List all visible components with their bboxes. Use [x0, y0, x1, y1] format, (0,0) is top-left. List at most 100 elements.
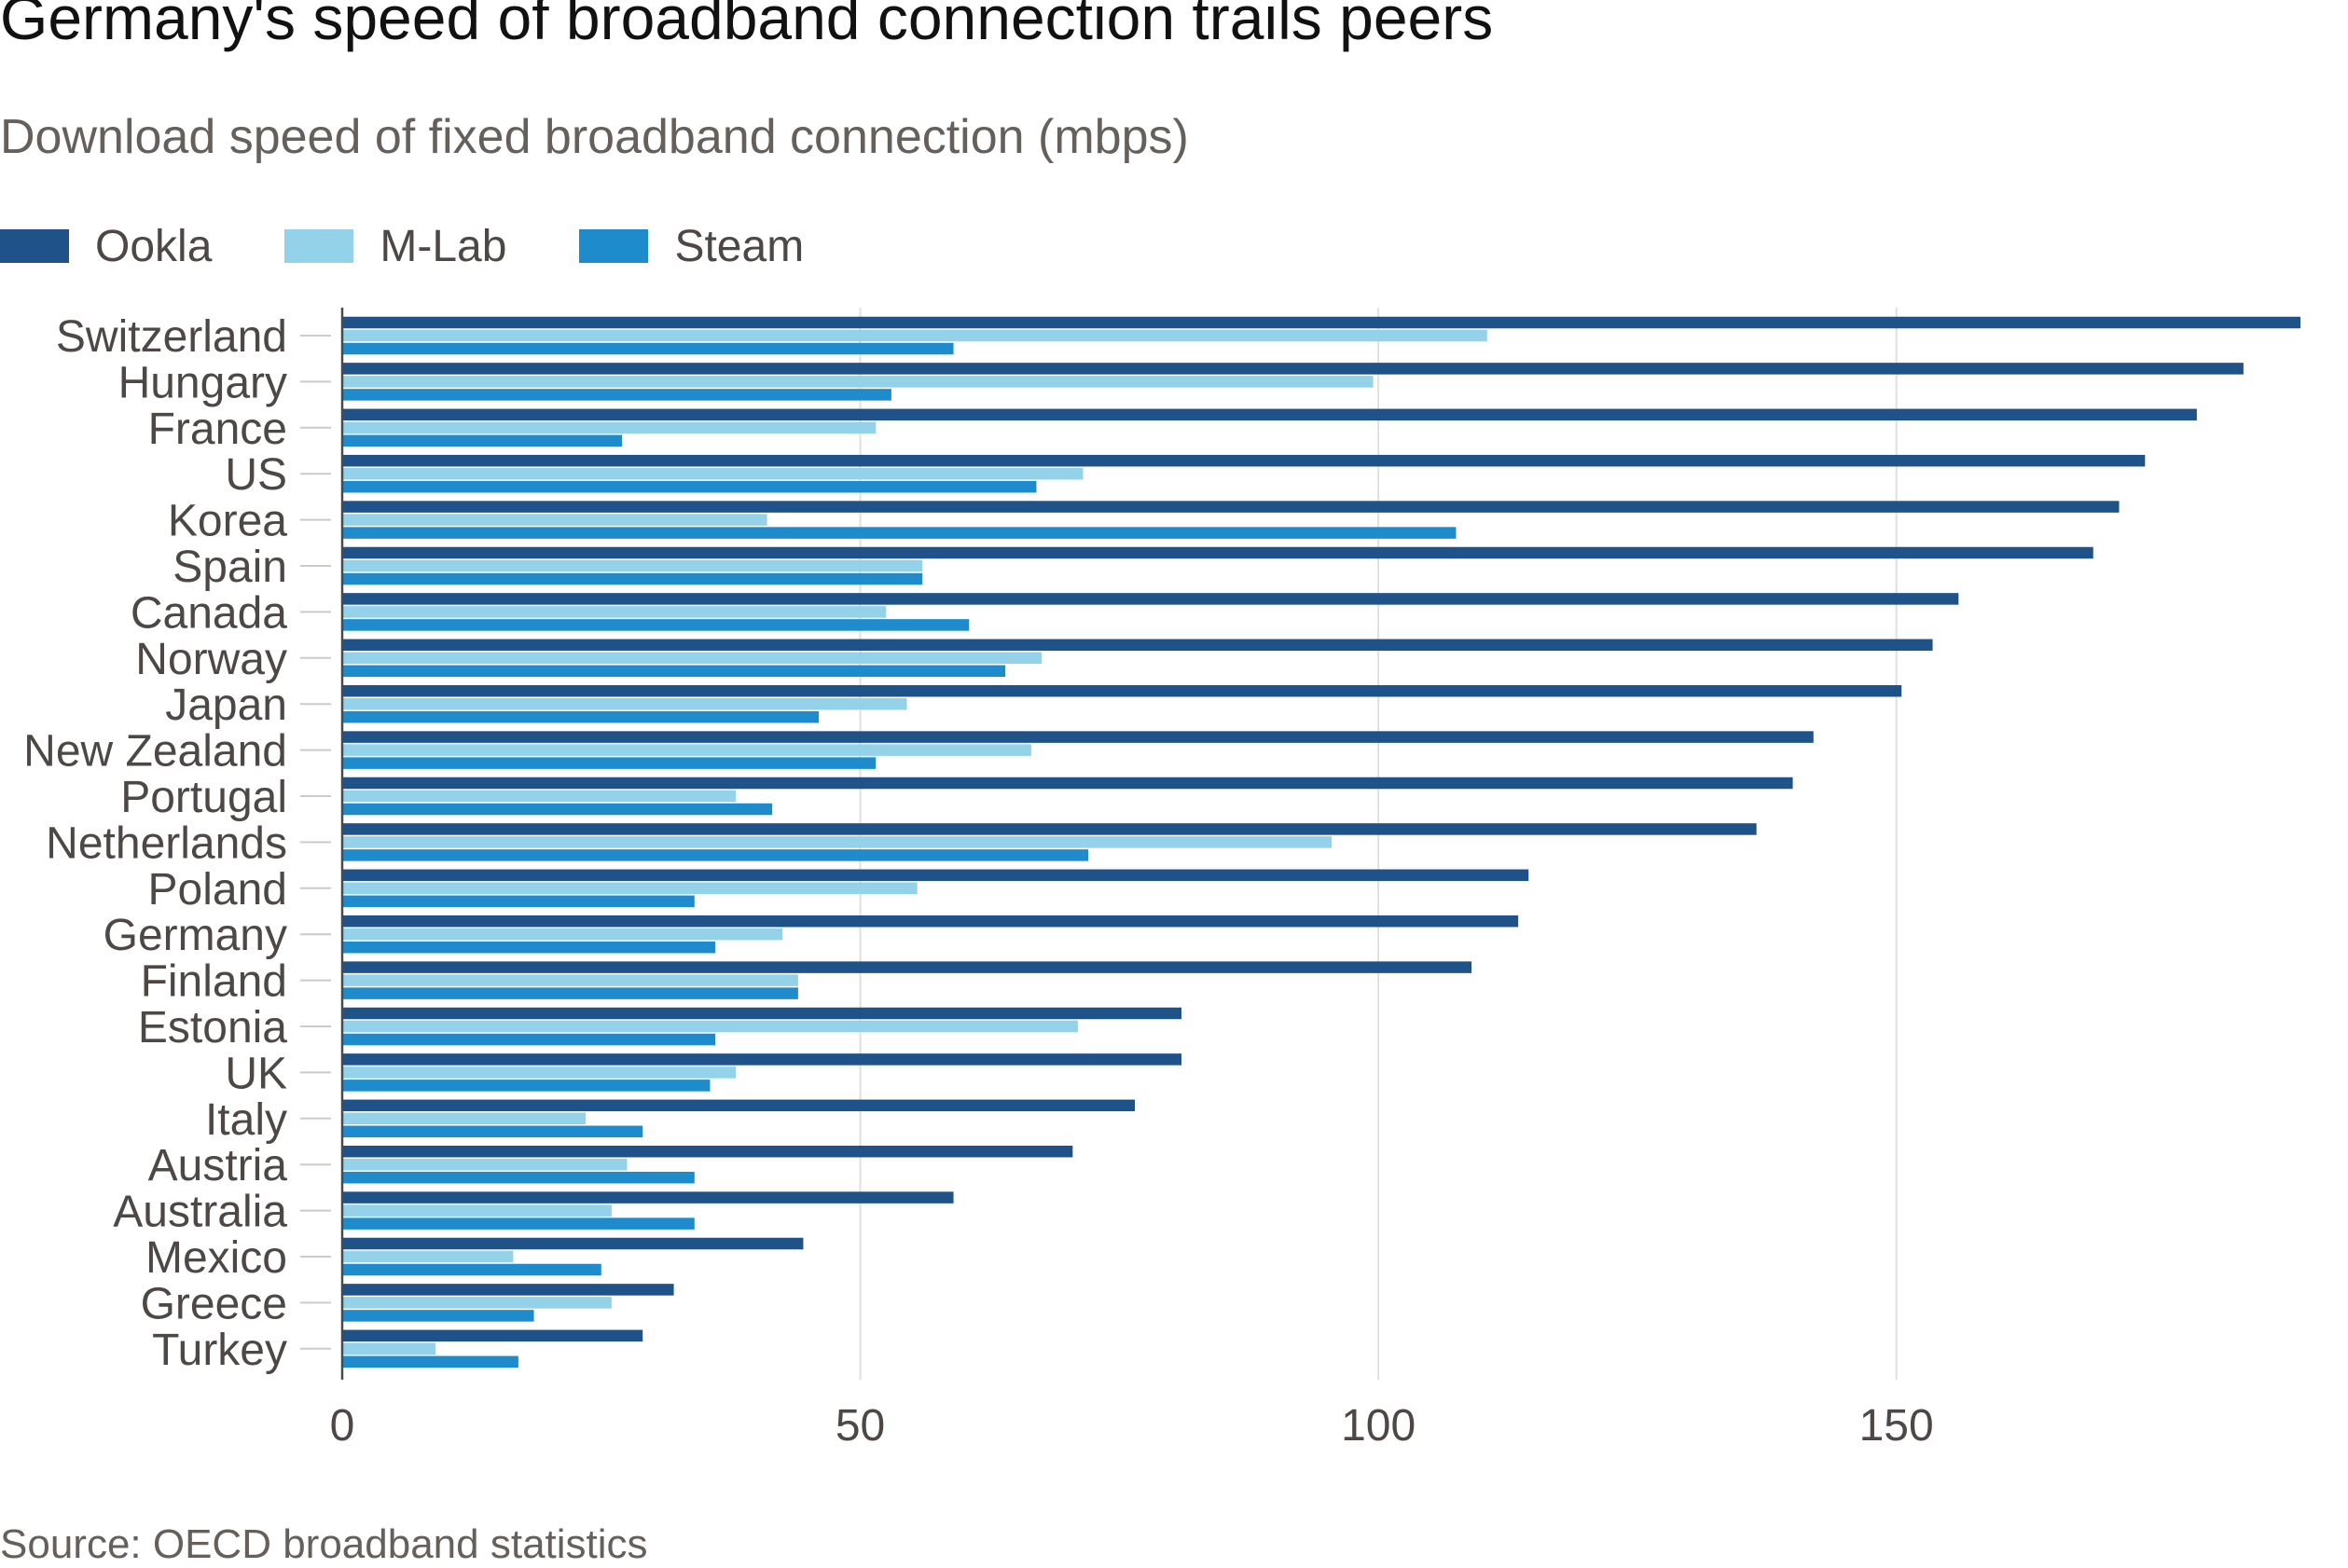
bar-ookla — [342, 546, 2093, 559]
bar-steam — [342, 757, 877, 769]
bar-ookla — [342, 1053, 1181, 1066]
category-label: Greece — [141, 1279, 287, 1328]
bar-mlab — [342, 467, 1084, 480]
bar-mlab — [342, 514, 767, 526]
category-label: Germany — [104, 911, 287, 960]
bar-ookla — [342, 1145, 1073, 1158]
bar-ookla — [342, 731, 1814, 743]
bar-steam — [342, 665, 1006, 678]
bar-ookla — [342, 823, 1757, 835]
legend-label-ookla: Ookla — [95, 221, 213, 271]
bar-steam — [342, 434, 622, 447]
category-label: Netherlands — [46, 818, 287, 868]
bar-mlab — [342, 1250, 514, 1263]
legend-swatch-ookla — [0, 229, 69, 263]
source-note: Source: OECD broadband statistics — [0, 1521, 648, 1567]
category-label: US — [225, 450, 287, 500]
category-label: Poland — [148, 865, 287, 915]
legend-swatch-mlab — [284, 229, 354, 263]
bar-steam — [342, 1310, 534, 1322]
bar-steam — [342, 803, 773, 816]
bar-steam — [342, 1080, 711, 1092]
legend-item-ookla: Ookla — [0, 221, 212, 272]
bar-mlab — [342, 744, 1031, 756]
bar-mlab — [342, 376, 1374, 388]
bar-mlab — [342, 606, 887, 618]
bar-ookla — [342, 316, 2300, 329]
category-label: Turkey — [152, 1326, 287, 1375]
category-label: Austria — [148, 1141, 288, 1190]
chart-title: Germany's speed of broadband connection … — [0, 0, 1494, 52]
bar-mlab — [342, 790, 737, 803]
category-label: UK — [225, 1049, 287, 1098]
bar-mlab — [342, 1158, 628, 1171]
bar-ookla — [342, 501, 2120, 513]
bar-mlab — [342, 928, 783, 941]
bar-mlab — [342, 1066, 737, 1079]
category-label: Japan — [165, 681, 287, 730]
bar-steam — [342, 619, 970, 631]
bar-mlab — [342, 1204, 612, 1217]
x-tick-label: 100 — [1341, 1401, 1416, 1451]
bar-mlab — [342, 652, 1042, 665]
bar-steam — [342, 1171, 695, 1184]
category-label: Canada — [131, 588, 287, 638]
bar-mlab — [342, 1020, 1078, 1033]
legend-swatch-steam — [579, 229, 649, 263]
category-label: Finland — [141, 957, 287, 1007]
bar-mlab — [342, 974, 798, 986]
category-label: Norway — [135, 635, 287, 684]
bar-ookla — [342, 684, 1902, 697]
bar-mlab — [342, 882, 918, 895]
chart-legend: Ookla M-Lab Steam — [0, 216, 877, 276]
bar-mlab — [342, 559, 923, 572]
bar-steam — [342, 849, 1088, 861]
x-tick-label: 0 — [330, 1401, 355, 1451]
category-label: Estonia — [138, 1003, 287, 1052]
category-label: Portugal — [120, 773, 287, 822]
bar-mlab — [342, 1342, 435, 1355]
bar-ookla — [342, 408, 2197, 421]
legend-label-steam: Steam — [674, 221, 805, 271]
chart-subtitle: Download speed of fixed broadband connec… — [0, 110, 1189, 164]
bar-ookla — [342, 1237, 804, 1250]
bar-mlab — [342, 1112, 587, 1125]
legend-item-mlab: M-Lab — [284, 221, 506, 272]
bar-ookla — [342, 454, 2146, 467]
bar-steam — [342, 1125, 643, 1138]
bar-steam — [342, 1355, 518, 1369]
bar-steam — [342, 1033, 715, 1046]
bar-mlab — [342, 329, 1487, 342]
category-label: France — [148, 405, 287, 454]
bar-steam — [342, 987, 798, 999]
category-label: Spain — [173, 543, 287, 592]
bar-ookla — [342, 869, 1529, 882]
bar-ookla — [342, 961, 1472, 973]
bar-steam — [342, 527, 1457, 539]
bar-steam — [342, 1263, 601, 1276]
bar-ookla — [342, 1191, 954, 1204]
category-label: Korea — [168, 497, 287, 546]
bar-ookla — [342, 915, 1519, 928]
bar-steam — [342, 710, 820, 723]
category-label: Australia — [113, 1188, 287, 1237]
bar-steam — [342, 941, 715, 954]
legend-item-steam: Steam — [579, 221, 804, 272]
bar-ookla — [342, 639, 1933, 652]
legend-label-mlab: M-Lab — [380, 221, 507, 271]
bar-ookla — [342, 363, 2244, 375]
bar-ookla — [342, 1329, 643, 1342]
bar-ookla — [342, 1284, 674, 1296]
bar-steam — [342, 1217, 695, 1230]
bar-steam — [342, 572, 923, 585]
category-label: Mexico — [145, 1233, 287, 1283]
bar-ookla — [342, 593, 1959, 605]
bar-mlab — [342, 697, 907, 710]
bar-steam — [342, 480, 1037, 493]
category-label: Hungary — [118, 358, 287, 407]
x-tick-label: 50 — [836, 1401, 885, 1451]
x-tick-label: 150 — [1859, 1401, 1934, 1451]
bar-mlab — [342, 1297, 612, 1309]
bar-steam — [342, 895, 695, 908]
